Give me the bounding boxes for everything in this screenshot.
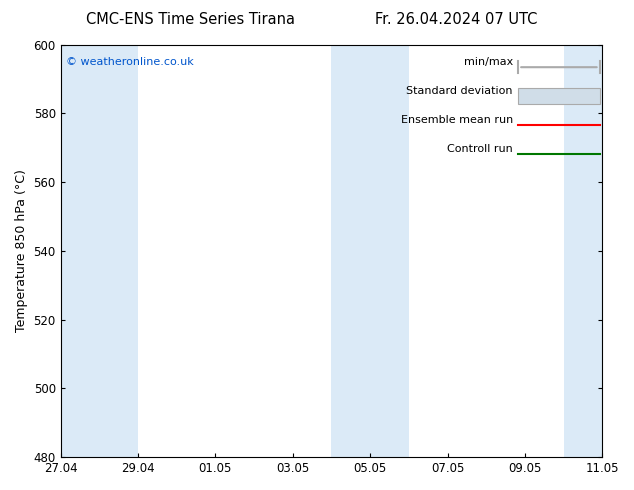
Text: Ensemble mean run: Ensemble mean run bbox=[401, 115, 513, 124]
Text: Fr. 26.04.2024 07 UTC: Fr. 26.04.2024 07 UTC bbox=[375, 12, 538, 27]
Bar bbox=[332, 45, 370, 457]
Text: CMC-ENS Time Series Tirana: CMC-ENS Time Series Tirana bbox=[86, 12, 295, 27]
Text: © weatheronline.co.uk: © weatheronline.co.uk bbox=[66, 57, 194, 67]
Text: Standard deviation: Standard deviation bbox=[406, 86, 513, 96]
Y-axis label: Temperature 850 hPa (°C): Temperature 850 hPa (°C) bbox=[15, 170, 28, 332]
Text: min/max: min/max bbox=[463, 57, 513, 67]
Bar bbox=[61, 45, 100, 457]
Text: Controll run: Controll run bbox=[447, 144, 513, 153]
Bar bbox=[370, 45, 409, 457]
Bar bbox=[519, 88, 600, 104]
Bar bbox=[564, 45, 602, 457]
Bar bbox=[100, 45, 138, 457]
